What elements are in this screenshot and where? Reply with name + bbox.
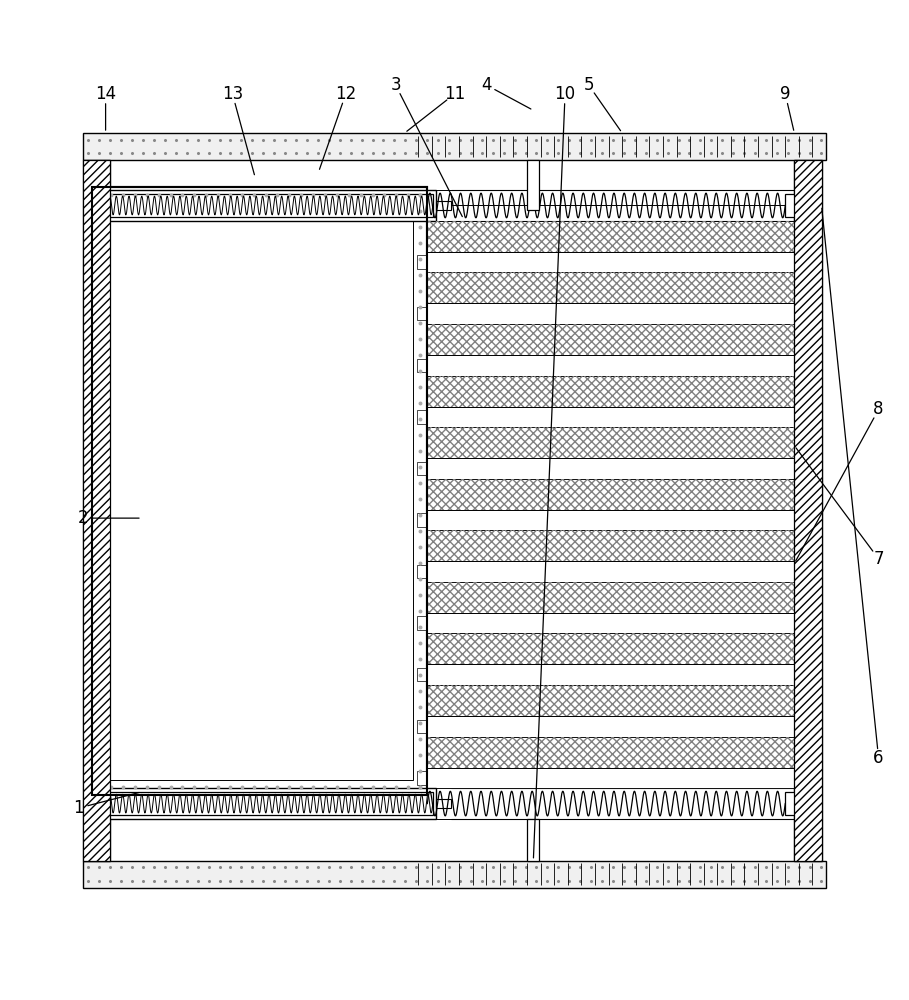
Bar bbox=[427, 221, 794, 252]
Text: 12: 12 bbox=[335, 85, 356, 103]
Text: 11: 11 bbox=[444, 85, 465, 103]
Bar bbox=[417, 513, 427, 527]
Bar bbox=[427, 303, 794, 324]
Bar bbox=[417, 307, 427, 320]
Bar bbox=[427, 530, 794, 561]
Text: 3: 3 bbox=[390, 76, 401, 94]
Text: 10: 10 bbox=[554, 85, 575, 103]
Bar bbox=[427, 737, 794, 768]
Bar bbox=[427, 479, 794, 510]
Bar bbox=[92, 190, 436, 221]
Bar bbox=[427, 324, 794, 355]
Text: 6: 6 bbox=[874, 749, 884, 767]
Bar bbox=[427, 221, 794, 252]
Bar bbox=[83, 160, 110, 861]
Text: 14: 14 bbox=[95, 85, 116, 103]
Bar bbox=[427, 376, 794, 407]
Bar bbox=[417, 720, 427, 733]
Bar bbox=[427, 407, 794, 427]
Bar bbox=[92, 187, 427, 795]
Bar bbox=[427, 613, 794, 633]
Bar bbox=[427, 272, 794, 303]
Bar bbox=[417, 410, 427, 424]
Text: 8: 8 bbox=[874, 400, 884, 418]
Bar bbox=[427, 664, 794, 685]
Bar bbox=[92, 788, 436, 819]
Bar bbox=[427, 737, 794, 768]
Bar bbox=[427, 633, 794, 664]
Bar bbox=[427, 561, 794, 582]
Bar bbox=[427, 768, 794, 788]
Bar bbox=[527, 160, 539, 210]
Bar bbox=[417, 668, 427, 681]
Bar bbox=[436, 201, 451, 210]
Bar bbox=[83, 861, 826, 888]
Bar bbox=[427, 582, 794, 613]
Bar bbox=[427, 716, 794, 737]
Text: 4: 4 bbox=[481, 76, 492, 94]
Bar bbox=[417, 771, 427, 785]
Bar bbox=[417, 565, 427, 578]
Bar bbox=[427, 272, 794, 303]
Bar bbox=[427, 427, 794, 458]
Bar bbox=[427, 479, 794, 510]
Bar bbox=[417, 359, 427, 372]
Bar bbox=[417, 616, 427, 630]
Bar bbox=[436, 799, 451, 808]
Bar bbox=[794, 160, 822, 861]
Bar bbox=[785, 792, 820, 815]
Bar bbox=[95, 194, 433, 217]
Bar bbox=[417, 462, 427, 475]
Text: 5: 5 bbox=[584, 76, 594, 94]
Text: 13: 13 bbox=[222, 85, 243, 103]
Bar bbox=[427, 685, 794, 716]
Bar bbox=[427, 582, 794, 613]
Bar bbox=[427, 427, 794, 458]
Bar bbox=[427, 530, 794, 561]
Bar bbox=[83, 133, 826, 160]
Bar bbox=[427, 376, 794, 407]
Bar bbox=[427, 510, 794, 530]
Bar bbox=[427, 252, 794, 272]
Text: 9: 9 bbox=[780, 85, 791, 103]
Bar bbox=[427, 633, 794, 664]
Bar bbox=[417, 255, 427, 269]
Bar bbox=[83, 160, 110, 861]
Text: 1: 1 bbox=[73, 799, 84, 817]
Bar bbox=[427, 355, 794, 376]
Bar bbox=[106, 202, 413, 780]
Text: 7: 7 bbox=[874, 550, 884, 568]
Bar bbox=[427, 458, 794, 479]
Bar bbox=[527, 819, 539, 861]
Text: 2: 2 bbox=[77, 509, 88, 527]
Bar bbox=[427, 324, 794, 355]
Bar bbox=[794, 160, 822, 861]
Bar bbox=[427, 685, 794, 716]
Bar bbox=[785, 194, 820, 217]
Bar bbox=[95, 792, 433, 815]
Bar bbox=[92, 187, 427, 795]
